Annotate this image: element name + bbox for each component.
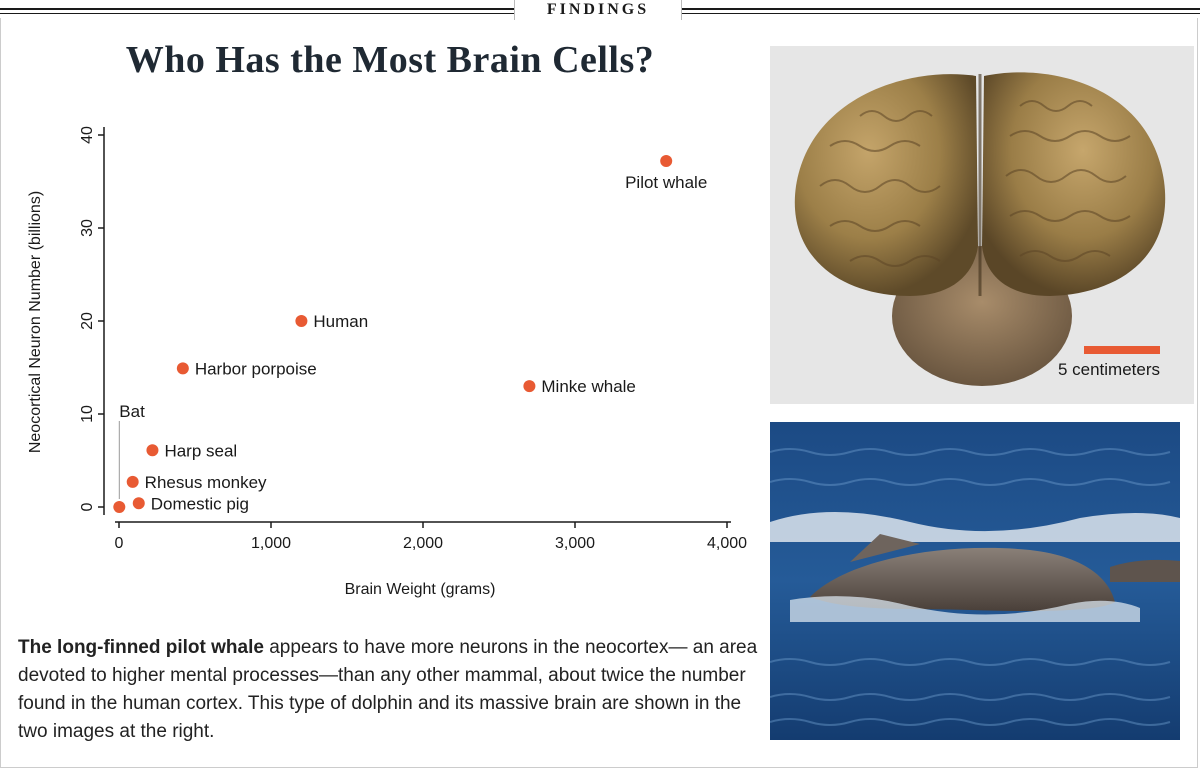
brain-illustration bbox=[794, 72, 1166, 386]
data-point bbox=[660, 155, 673, 168]
scale-label: 5 centimeters bbox=[1057, 360, 1160, 379]
data-point bbox=[295, 315, 308, 327]
header-rule-right bbox=[680, 8, 1200, 10]
x-tick-label: 1,000 bbox=[251, 535, 291, 552]
point-label: Minke whale bbox=[541, 377, 636, 396]
whale-illustration bbox=[770, 422, 1180, 740]
point-label: Bat bbox=[119, 402, 145, 421]
whale-photo bbox=[770, 422, 1180, 740]
point-label: Pilot whale bbox=[625, 173, 707, 192]
header-rule-left bbox=[0, 8, 514, 10]
page-frame bbox=[0, 18, 1198, 768]
x-tick-label: 0 bbox=[115, 535, 124, 552]
header-rule-right-thin bbox=[680, 13, 1200, 14]
data-point bbox=[146, 444, 159, 457]
x-tick-label: 4,000 bbox=[707, 535, 747, 552]
y-tick-label: 30 bbox=[79, 219, 96, 237]
chart-title: Who Has the Most Brain Cells? bbox=[125, 39, 655, 81]
point-label: Harp seal bbox=[164, 441, 237, 460]
x-axis-label: Brain Weight (grams) bbox=[345, 581, 496, 598]
scale-bar bbox=[1084, 346, 1160, 354]
data-point bbox=[126, 475, 139, 488]
point-label: Rhesus monkey bbox=[145, 473, 267, 492]
top-header-bar: FINDINGS bbox=[0, 0, 1200, 22]
point-label: Human bbox=[313, 312, 368, 331]
caption-body: appears to have more neurons in the neoc… bbox=[18, 637, 758, 742]
point-label: Harbor porpoise bbox=[195, 359, 317, 378]
brain-photo: 5 centimeters bbox=[770, 46, 1194, 404]
y-tick-label: 10 bbox=[79, 405, 96, 423]
data-point bbox=[523, 380, 536, 393]
data-point bbox=[176, 362, 189, 375]
point-label: Domestic pig bbox=[151, 494, 249, 513]
data-point bbox=[132, 497, 145, 510]
y-tick-label: 20 bbox=[79, 312, 96, 330]
y-axis-label: Neocortical Neuron Number (billions) bbox=[27, 191, 44, 453]
y-tick-label: 40 bbox=[79, 126, 96, 144]
caption-lead: The long-finned pilot whale bbox=[18, 637, 264, 658]
x-tick-label: 3,000 bbox=[555, 535, 595, 552]
scatter-chart: 0 10 20 30 40 0 1,000 2,000 3,000 4,000 Brain Weig… bbox=[27, 126, 747, 598]
y-tick-label: 0 bbox=[79, 502, 96, 511]
caption: The long-finned pilot whale appears to h… bbox=[18, 634, 758, 746]
header-rule-left-thin bbox=[0, 13, 514, 14]
data-point bbox=[113, 501, 126, 513]
section-label: FINDINGS bbox=[514, 0, 682, 20]
x-tick-label: 2,000 bbox=[403, 535, 443, 552]
